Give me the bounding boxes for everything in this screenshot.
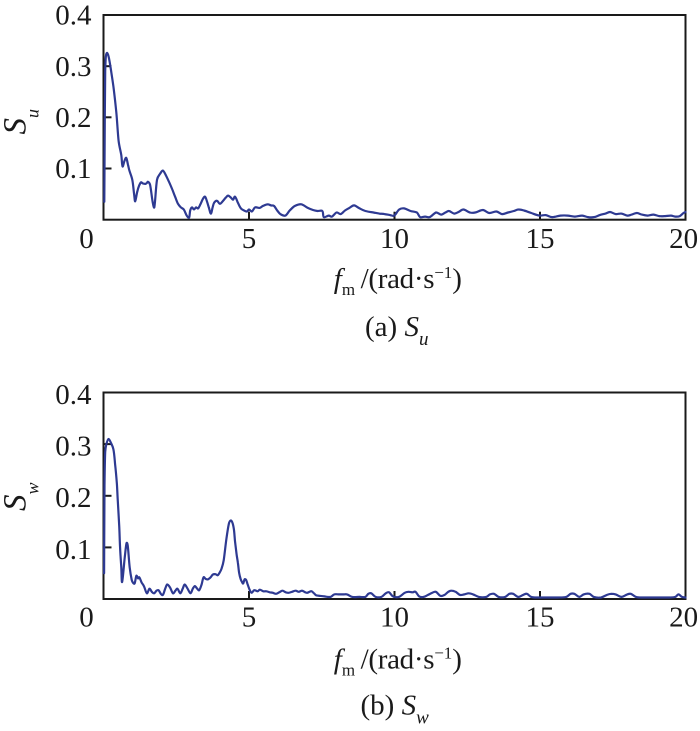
svg-text:0.4: 0.4 xyxy=(55,0,92,32)
svg-text:10: 10 xyxy=(380,602,409,634)
svg-text:0.4: 0.4 xyxy=(55,379,92,411)
svg-text:0.3: 0.3 xyxy=(55,51,91,83)
svg-text:5: 5 xyxy=(242,223,257,255)
svg-text:0.2: 0.2 xyxy=(55,102,91,134)
svg-text:0.1: 0.1 xyxy=(55,153,91,185)
svg-text:0: 0 xyxy=(79,223,94,255)
svg-text:fm /(rad·s−1): fm /(rad·s−1) xyxy=(334,643,462,679)
svg-text:10: 10 xyxy=(380,223,409,255)
svg-text:0: 0 xyxy=(79,602,94,634)
svg-text:20: 20 xyxy=(669,602,698,634)
svg-text:0.2: 0.2 xyxy=(55,482,91,514)
svg-text:5: 5 xyxy=(242,602,257,634)
svg-text:Su: Su xyxy=(0,109,43,135)
svg-text:0.1: 0.1 xyxy=(55,534,91,566)
svg-text:15: 15 xyxy=(526,223,555,255)
svg-text:15: 15 xyxy=(526,602,555,634)
svg-text:fm /(rad·s−1): fm /(rad·s−1) xyxy=(334,263,462,299)
svg-text:0.3: 0.3 xyxy=(55,431,91,463)
svg-text:20: 20 xyxy=(669,223,698,255)
svg-text:Sw: Sw xyxy=(0,482,43,511)
svg-text:(a) Su: (a) Su xyxy=(365,311,428,350)
